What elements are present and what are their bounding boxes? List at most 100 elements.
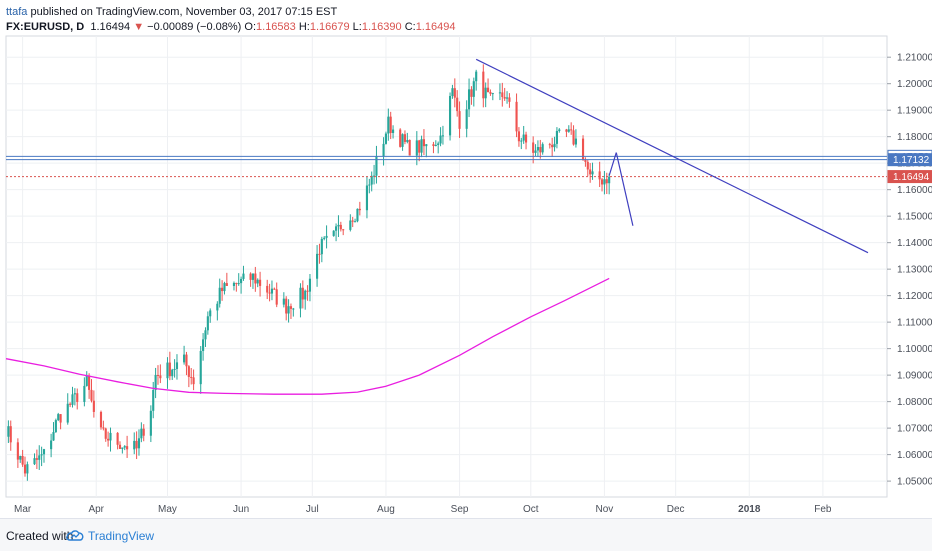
candle-up[interactable]	[591, 171, 594, 175]
candle-up[interactable]	[332, 230, 335, 236]
candle-up[interactable]	[66, 403, 69, 423]
candle-up[interactable]	[237, 283, 240, 285]
candle-down[interactable]	[76, 393, 79, 402]
candle-up[interactable]	[218, 287, 221, 304]
candle-up[interactable]	[574, 138, 577, 145]
candle-down[interactable]	[517, 131, 520, 142]
candle-down[interactable]	[503, 96, 506, 99]
candle-up[interactable]	[166, 362, 169, 379]
candle-up[interactable]	[308, 278, 312, 292]
candle-down[interactable]	[470, 89, 473, 97]
candle-down[interactable]	[524, 134, 528, 143]
candle-down[interactable]	[418, 140, 421, 153]
author-link[interactable]: ttafa	[6, 6, 28, 18]
candle-up[interactable]	[299, 287, 302, 309]
candle-down[interactable]	[389, 116, 392, 133]
candle-up[interactable]	[71, 394, 74, 405]
candle-up[interactable]	[467, 89, 471, 110]
candle-down[interactable]	[501, 92, 504, 97]
candle-up[interactable]	[354, 221, 357, 223]
candle-up[interactable]	[123, 446, 126, 448]
candle-down[interactable]	[586, 161, 589, 170]
candle-up[interactable]	[534, 150, 537, 153]
candle-up[interactable]	[522, 134, 525, 141]
candle-down[interactable]	[254, 273, 257, 284]
candle-up[interactable]	[287, 306, 290, 314]
candle-up[interactable]	[425, 144, 428, 147]
candle-down[interactable]	[339, 224, 342, 230]
candle-down[interactable]	[600, 179, 604, 185]
candle-up[interactable]	[558, 129, 561, 131]
candle-down[interactable]	[572, 130, 575, 145]
candle-down[interactable]	[268, 292, 271, 294]
candle-up[interactable]	[472, 81, 475, 97]
symbol-name[interactable]: FX:EURUSD, D	[6, 21, 85, 33]
candle-down[interactable]	[432, 144, 435, 147]
candle-up[interactable]	[603, 179, 606, 185]
moving-average-line[interactable]	[5, 277, 610, 395]
candle-up[interactable]	[42, 449, 46, 455]
candle-up[interactable]	[541, 144, 544, 153]
candle-up[interactable]	[140, 428, 143, 439]
candle-up[interactable]	[54, 420, 57, 433]
candle-up[interactable]	[152, 389, 155, 411]
candle-up[interactable]	[133, 440, 136, 450]
candle-down[interactable]	[266, 285, 269, 293]
candle-up[interactable]	[536, 147, 539, 151]
candle-down[interactable]	[21, 455, 24, 465]
candle-down[interactable]	[486, 87, 490, 93]
candle-up[interactable]	[83, 385, 86, 402]
candle-up[interactable]	[26, 464, 29, 474]
candle-up[interactable]	[484, 87, 487, 99]
candle-down[interactable]	[605, 179, 608, 184]
candle-up[interactable]	[608, 176, 611, 184]
candle-up[interactable]	[382, 143, 385, 157]
candle-up[interactable]	[406, 140, 409, 142]
candle-up[interactable]	[325, 235, 328, 238]
candle-up[interactable]	[491, 93, 494, 95]
candle-down[interactable]	[23, 464, 27, 474]
candle-down[interactable]	[185, 354, 188, 367]
candle-up[interactable]	[216, 303, 219, 311]
candle-up[interactable]	[202, 339, 205, 351]
candle-up[interactable]	[223, 283, 226, 292]
candle-down[interactable]	[116, 432, 119, 445]
candle-down[interactable]	[489, 92, 492, 94]
candle-down[interactable]	[408, 140, 411, 156]
candle-down[interactable]	[584, 159, 587, 162]
candle-up[interactable]	[50, 440, 53, 450]
candle-down[interactable]	[508, 97, 511, 102]
candle-up[interactable]	[441, 135, 445, 137]
candle-down[interactable]	[102, 427, 105, 429]
candle-down[interactable]	[142, 428, 145, 436]
candle-up[interactable]	[370, 175, 373, 185]
candle-up[interactable]	[451, 88, 454, 97]
candle-down[interactable]	[249, 273, 252, 280]
candle-down[interactable]	[289, 306, 293, 309]
candle-down[interactable]	[306, 290, 309, 292]
candle-down[interactable]	[532, 142, 535, 153]
candle-up[interactable]	[121, 447, 124, 449]
candle-up[interactable]	[175, 362, 179, 369]
candle-down[interactable]	[259, 279, 262, 286]
candle-down[interactable]	[235, 282, 238, 284]
candle-down[interactable]	[192, 377, 195, 385]
candle-up[interactable]	[335, 226, 338, 231]
candle-down[interactable]	[90, 389, 93, 401]
candle-up[interactable]	[137, 438, 141, 449]
candle-down[interactable]	[135, 440, 138, 449]
candle-down[interactable]	[358, 208, 361, 211]
candle-down[interactable]	[156, 374, 160, 376]
candle-down[interactable]	[69, 403, 72, 405]
candle-up[interactable]	[465, 109, 468, 129]
candle-down[interactable]	[458, 111, 461, 129]
candle-up[interactable]	[149, 410, 152, 436]
candle-up[interactable]	[251, 273, 255, 280]
candle-down[interactable]	[581, 138, 585, 160]
candle-down[interactable]	[99, 411, 103, 428]
candle-up[interactable]	[349, 220, 352, 230]
candle-down[interactable]	[570, 129, 573, 131]
candle-up[interactable]	[434, 144, 437, 147]
candle-down[interactable]	[118, 444, 122, 449]
candle-down[interactable]	[453, 88, 456, 98]
